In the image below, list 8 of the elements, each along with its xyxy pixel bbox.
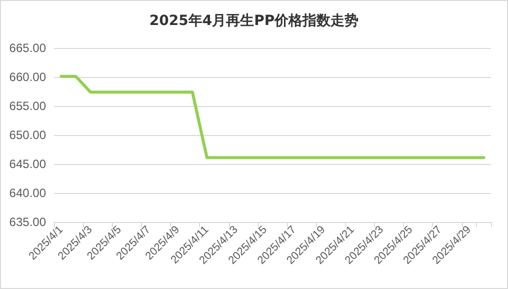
chart-title: 2025年4月再生PP价格指数走势	[149, 13, 359, 29]
y-tick-label: 660.00	[9, 70, 46, 84]
y-tick-label: 635.00	[9, 215, 46, 229]
y-tick-label: 650.00	[9, 128, 46, 142]
y-tick-label: 640.00	[9, 186, 46, 200]
y-tick-label: 665.00	[9, 41, 46, 55]
y-tick-label: 645.00	[9, 157, 46, 171]
y-tick-label: 655.00	[9, 99, 46, 113]
